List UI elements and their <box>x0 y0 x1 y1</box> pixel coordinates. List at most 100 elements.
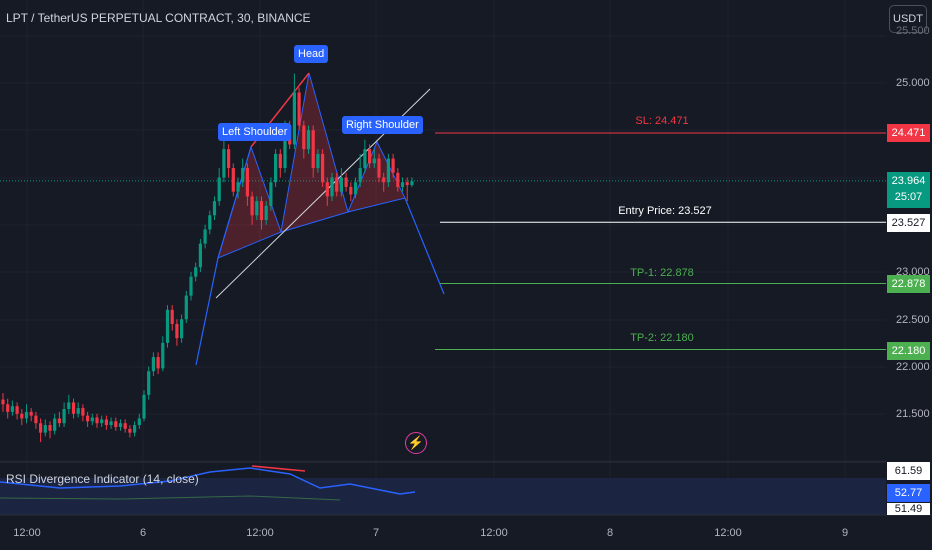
candle-body <box>114 421 118 427</box>
candle-body <box>34 415 38 424</box>
candle-body <box>1 399 5 405</box>
lightning-icon[interactable]: ⚡ <box>405 432 427 454</box>
trend-line-up <box>195 146 252 366</box>
candle-body <box>321 153 325 183</box>
candle-body <box>396 172 400 187</box>
candle-body <box>245 168 249 197</box>
candle-body <box>386 158 390 183</box>
candle-body <box>236 182 240 192</box>
time-tick: 12:00 <box>480 527 508 539</box>
candle-body <box>306 130 311 150</box>
candle-body <box>123 423 127 429</box>
time-tick: 7 <box>372 527 380 539</box>
candle-body <box>29 411 33 416</box>
candle-body <box>339 177 343 192</box>
price-tick: 22.500 <box>896 314 930 326</box>
candle-body <box>377 158 381 178</box>
price-tick: 25.000 <box>896 77 930 89</box>
sl-label: SL: 24.471 <box>635 115 689 127</box>
price-tick: 25.500 <box>896 25 930 37</box>
candle-body <box>264 205 268 221</box>
candle-body <box>165 309 170 343</box>
rsi-line <box>0 467 416 495</box>
tp2-label: TP-2: 22.180 <box>630 332 694 344</box>
candle-body <box>335 177 339 192</box>
candle-body <box>325 182 329 197</box>
candle-body <box>212 201 217 216</box>
candle-body <box>198 243 202 268</box>
candle-body <box>24 411 29 419</box>
rsi-tag-value: 52.77 <box>887 484 930 502</box>
candle-body <box>344 177 348 187</box>
candle-body <box>81 408 85 416</box>
candle-body <box>109 421 113 426</box>
price-tick: 22.000 <box>896 361 930 373</box>
candle-body <box>255 201 259 216</box>
rsi-tag-lower: 51.49 <box>887 503 930 515</box>
candle-body <box>283 125 287 169</box>
entry-price-tag: 23.527 <box>887 214 930 232</box>
candle-body <box>104 419 108 426</box>
candle-body <box>48 425 52 431</box>
candle-body <box>43 425 47 433</box>
candle-body <box>278 153 282 169</box>
candle-body <box>161 342 165 369</box>
candle-body <box>180 319 184 339</box>
price-tick: 21.500 <box>896 408 930 420</box>
right-shoulder-area <box>347 140 406 213</box>
candle-body <box>142 394 146 419</box>
candle-body <box>76 408 80 414</box>
candle-body <box>86 415 90 422</box>
time-tick: 12:00 <box>246 527 274 539</box>
currency-button[interactable]: USDT <box>889 5 927 33</box>
candle-body <box>118 423 123 427</box>
rsi-indicator-label: RSI Divergence Indicator (14, close) <box>6 472 199 486</box>
candle-body <box>217 177 221 202</box>
time-tick: 8 <box>606 527 614 539</box>
candle-body <box>189 276 193 296</box>
right-shoulder-label: Right Shoulder <box>342 116 423 134</box>
tp1-label: TP-1: 22.878 <box>630 267 694 279</box>
candle-body <box>20 413 24 419</box>
candle-body <box>95 417 99 424</box>
candle-body <box>311 130 315 169</box>
countdown-value: 25:07 <box>894 191 923 203</box>
candle-body <box>53 418 57 431</box>
candle-body <box>90 417 94 422</box>
candle-body <box>100 419 104 424</box>
last-price-tag: 23.964 25:07 <box>887 172 930 208</box>
rsi-pane-background <box>0 478 886 515</box>
candle-body <box>349 186 353 195</box>
candle-body <box>151 357 155 372</box>
candle-body <box>302 125 306 150</box>
candle-body <box>368 149 372 164</box>
left-shoulder-label: Left Shoulder <box>218 123 292 141</box>
candle-body <box>231 168 235 192</box>
time-tick: 9 <box>841 527 849 539</box>
candle-body <box>10 406 14 412</box>
tp2-price-tag: 22.180 <box>887 342 930 360</box>
candle-body <box>222 149 226 178</box>
candle-body <box>194 267 198 277</box>
rsi-tag-upper: 61.59 <box>887 462 930 480</box>
candle-body <box>67 402 71 410</box>
candle-body <box>203 229 207 244</box>
candle-body <box>128 428 132 433</box>
candle-body <box>382 177 386 183</box>
candle-body <box>316 153 320 169</box>
candle-body <box>269 182 273 206</box>
projection-line <box>404 197 445 295</box>
candle-body <box>405 182 409 186</box>
candle-body <box>292 92 296 145</box>
entry-label: Entry Price: 23.527 <box>618 205 712 217</box>
time-tick: 12:00 <box>13 527 41 539</box>
candle-body <box>400 182 405 187</box>
candle-body <box>184 295 188 320</box>
candle-body <box>241 168 245 183</box>
candle-body <box>274 153 278 183</box>
candle-body <box>297 92 301 126</box>
candle-body <box>71 402 76 414</box>
candle-body <box>15 406 19 414</box>
candle-body <box>39 423 43 433</box>
